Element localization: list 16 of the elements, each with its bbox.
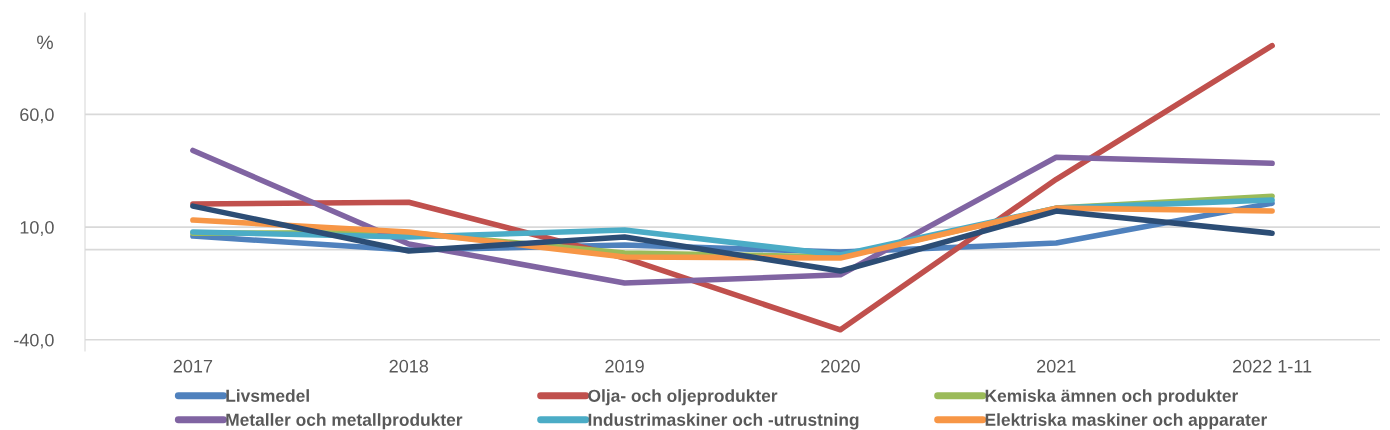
y-tick-label: 60,0 [20, 108, 54, 124]
x-tick-label: 2018 [389, 359, 429, 373]
legend-label: Olja- och oljeprodukter [588, 389, 778, 406]
y-tick-label: 10,0 [20, 221, 54, 236]
x-tick-label: 2020 [821, 359, 860, 373]
legend-label: Elektriska maskiner och apparater [985, 413, 1268, 430]
x-tick-label: 2021 [1037, 359, 1076, 373]
legend-label: Metaller och metallprodukter [226, 413, 463, 430]
x-tick-label: 2022 1-11 [1233, 359, 1312, 373]
y-axis-title: % [37, 35, 53, 50]
legend-label: Kemiska ämnen och produkter [985, 389, 1238, 406]
x-tick-label: 2019 [605, 359, 644, 373]
legend-label: Livsmedel [226, 389, 309, 402]
x-tick-label: 2017 [173, 359, 213, 373]
y-tick-label: -40,0 [14, 333, 54, 349]
legend-label: Industrimaskiner och -utrustning [588, 413, 859, 430]
